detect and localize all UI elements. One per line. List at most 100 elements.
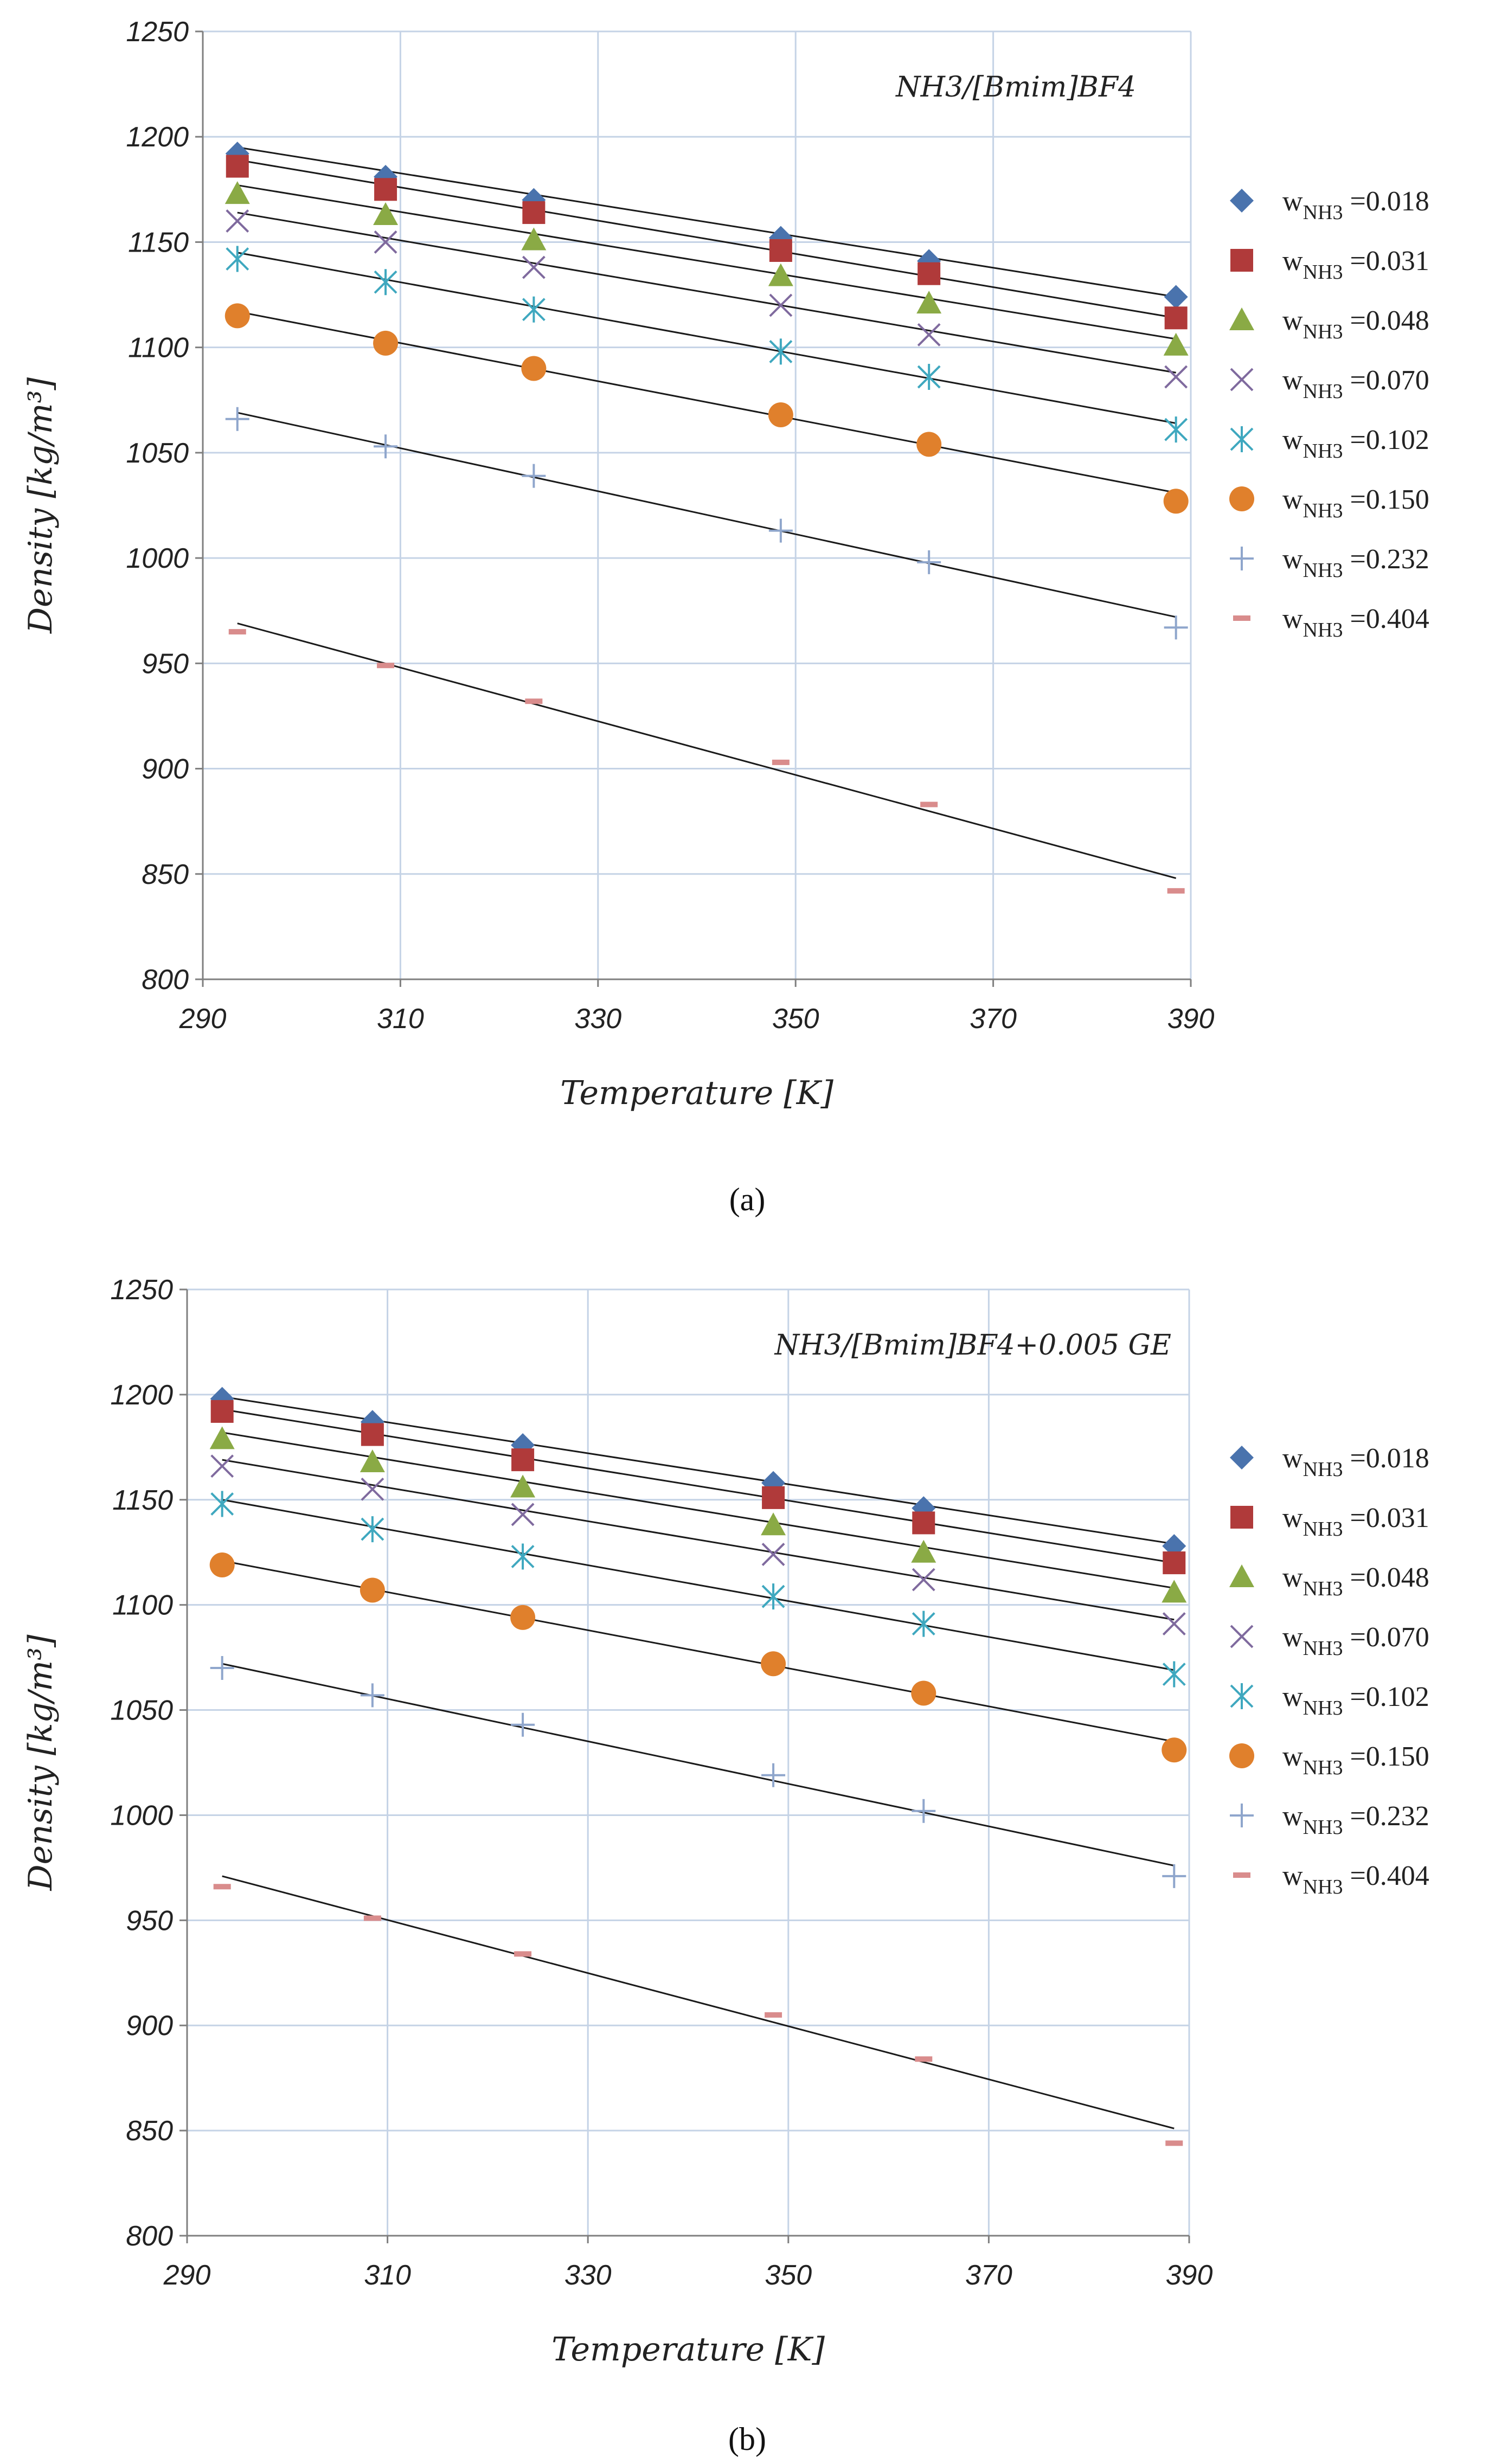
fit-lines [222,1396,1175,2129]
data-point-s5-p4 [911,1680,936,1706]
data-point-s4-p2 [511,1543,535,1570]
legend-label: wNH3 =0.018 [1282,186,1429,224]
x-axis-title: Temperature [K] [551,2331,825,2369]
legend-item: wNH3 =0.070 [1230,365,1429,403]
data-point-s2-p5 [1162,1580,1187,1603]
fit-line-series-4 [237,252,1176,424]
legend-marker [1230,1804,1254,1827]
data-point-s5-p5 [1162,1737,1187,1763]
legend-label: wNH3 =0.031 [1282,1503,1429,1541]
data-point-s1-p3 [769,239,792,262]
legend-marker [1230,547,1254,570]
data-point-s6-p0 [225,407,249,431]
data-point-s3-p2 [522,255,546,279]
data-point-s2-p4 [916,291,942,314]
legend-marker [1233,615,1250,621]
chart-annotation: NH3/[Bmim]BF4 [895,71,1136,104]
data-points [224,142,1189,894]
data-point-s5-p3 [768,402,793,427]
data-point-s3-p1 [361,1477,384,1501]
data-point-s4-p5 [1162,1661,1186,1687]
legend-label: wNH3 =0.031 [1282,246,1429,284]
data-point-s7-p0 [213,1884,231,1890]
legend-item: wNH3 =0.102 [1230,1682,1429,1719]
legend-item: wNH3 =0.404 [1233,604,1429,641]
legend-marker [1230,1683,1254,1709]
data-point-s6-p3 [768,518,793,543]
y-tick-label: 800 [142,964,189,996]
y-tick-label: 900 [142,754,189,785]
y-tick-label: 950 [142,648,189,679]
data-point-s1-p1 [361,1423,384,1446]
data-point-s3-p0 [226,209,249,233]
data-point-s1-p4 [912,1511,935,1535]
legend-item: wNH3 =0.048 [1229,305,1429,343]
x-axis-title: Temperature [K] [560,1074,833,1112]
data-point-s4-p0 [226,246,249,272]
legend-marker [1233,1872,1250,1878]
axes [179,1288,1190,2243]
legend-label: wNH3 =0.232 [1282,1801,1429,1839]
y-tick-label: 1000 [126,543,189,574]
y-tick-label: 1150 [112,1485,173,1516]
legend-label: wNH3 =0.102 [1282,425,1429,463]
y-tick-label: 850 [142,859,189,890]
x-tick-label: 290 [179,1003,227,1035]
legend-marker [1230,1506,1253,1529]
y-tick-label: 1200 [110,1379,173,1411]
data-points [209,1387,1187,2146]
data-point-s2-p1 [360,1449,385,1472]
legend-item: wNH3 =0.232 [1230,544,1429,582]
legend-label: wNH3 =0.232 [1282,544,1429,582]
data-point-s7-p3 [765,2012,782,2018]
legend-item: wNH3 =0.031 [1230,246,1429,284]
legend: wNH3 =0.018 wNH3 =0.031 wNH3 =0.048 wNH3 =0… [1229,1443,1429,1898]
data-point-s5-p2 [521,356,547,381]
legend-item: wNH3 =0.018 [1230,186,1429,224]
data-point-s5-p0 [209,1552,235,1577]
data-point-s7-p4 [915,2056,933,2062]
data-point-s6-p2 [522,464,546,488]
data-point-s7-p5 [1165,2140,1183,2146]
y-tick-label: 1150 [128,227,189,258]
legend-item: wNH3 =0.048 [1229,1562,1429,1600]
data-point-s6-p2 [511,1712,535,1737]
data-point-s3-p5 [1162,1612,1186,1635]
legend-marker [1229,1564,1254,1587]
legend-marker [1230,426,1254,452]
data-point-s6-p0 [210,1656,234,1680]
data-point-s3-p3 [769,293,793,317]
legend-label: wNH3 =0.070 [1282,365,1429,403]
data-point-s2-p5 [1163,332,1189,356]
y-tick-label: 900 [126,2010,173,2042]
data-point-s5-p5 [1163,489,1189,514]
legend-item: wNH3 =0.102 [1230,425,1429,463]
y-tick-label: 950 [126,1905,173,1936]
data-point-s6-p1 [374,434,398,459]
data-point-s6-p3 [761,1763,786,1787]
data-point-s5-p1 [360,1577,385,1603]
data-point-s4-p4 [912,1610,935,1637]
legend-marker [1229,486,1254,511]
legend-item: wNH3 =0.018 [1230,1443,1429,1481]
legend-marker [1229,307,1254,330]
data-point-s1-p2 [522,201,546,224]
data-point-s1-p0 [226,155,249,178]
data-point-s7-p1 [363,1915,381,1921]
tick-labels: 800 850 900 950 1000 1050 1100 1150 1200 1250 290 3… [126,16,1214,1035]
legend-label: wNH3 =0.048 [1282,1562,1429,1600]
fit-line-series-2 [237,184,1176,340]
legend-label: wNH3 =0.070 [1282,1622,1429,1660]
data-point-s3-p1 [374,230,397,254]
data-point-s7-p3 [772,759,790,765]
y-tick-label: 850 [126,2115,173,2147]
legend-item: wNH3 =0.150 [1229,1741,1429,1779]
data-point-s2-p3 [768,263,793,286]
data-point-s6-p5 [1162,1864,1186,1888]
fit-line-series-2 [222,1432,1175,1589]
axes [195,30,1192,987]
legend-item: wNH3 =0.070 [1230,1622,1429,1660]
data-point-s5-p1 [373,330,399,356]
x-tick-label: 370 [965,2260,1012,2291]
legend-item: wNH3 =0.404 [1233,1860,1429,1898]
